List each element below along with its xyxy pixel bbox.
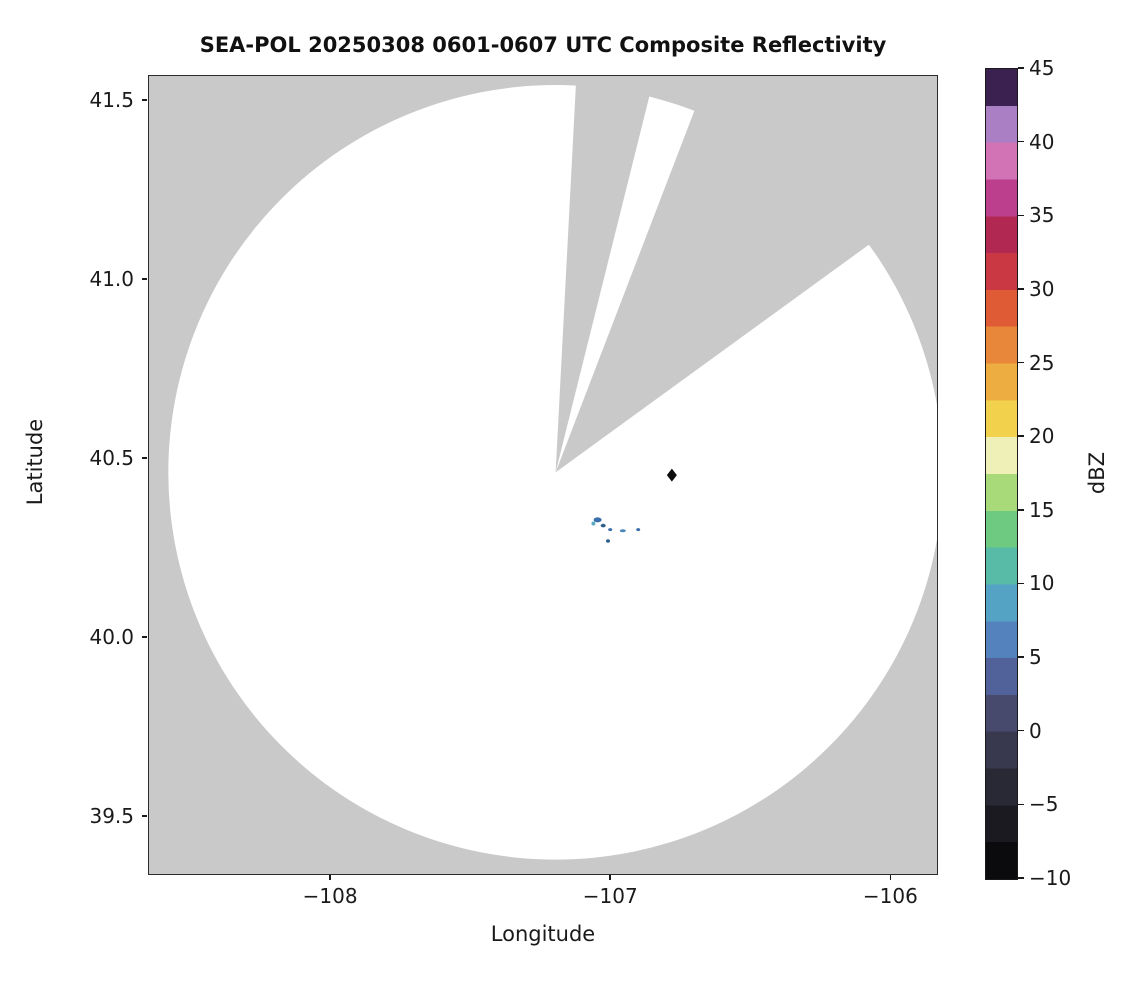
chart-title: SEA-POL 20250308 0601-0607 UTC Composite… — [199, 33, 887, 57]
colorbar-tick-mark — [1018, 582, 1024, 585]
colorbar-tick-mark — [1018, 435, 1024, 437]
colorbar-tick-label: 40 — [1029, 129, 1055, 154]
x-tick-mark — [889, 875, 892, 880]
colorbar-tick-label: 30 — [1029, 276, 1055, 301]
colorbar-tick-label: 25 — [1029, 350, 1055, 375]
x-tick-label: −108 — [302, 884, 358, 908]
x-tick-mark — [609, 875, 611, 880]
colorbar-tick-label: −10 — [1029, 866, 1072, 890]
y-tick-mark — [142, 278, 147, 280]
plot-area — [148, 75, 938, 875]
y-tick-mark — [142, 99, 147, 101]
colorbar-tick-label: 0 — [1029, 718, 1042, 743]
y-tick-label: 41.5 — [89, 88, 134, 113]
colorbar-tick-label: −5 — [1029, 792, 1059, 817]
colorbar-tick-label: 45 — [1029, 56, 1055, 80]
x-tick-label: −107 — [582, 884, 638, 908]
y-tick-mark — [142, 457, 147, 459]
y-tick-label: 41.0 — [89, 267, 134, 292]
colorbar-label: dBZ — [1085, 451, 1109, 495]
colorbar-tick-label: 15 — [1029, 497, 1055, 522]
colorbar-tick-mark — [1018, 361, 1024, 364]
colorbar-tick-mark — [1018, 877, 1024, 879]
colorbar-tick-label: 10 — [1029, 571, 1055, 596]
x-tick-label: −106 — [862, 884, 918, 908]
colorbar-tick-mark — [1018, 214, 1024, 217]
y-tick-mark — [142, 636, 147, 638]
colorbar-tick-mark — [1018, 656, 1024, 658]
x-axis-label: Longitude — [490, 922, 596, 946]
colorbar-tick-label: 35 — [1029, 203, 1055, 228]
y-tick-label: 40.0 — [89, 624, 134, 649]
colorbar-tick-mark — [1018, 140, 1024, 143]
colorbar-tick-label: 20 — [1029, 424, 1055, 449]
y-tick-mark — [142, 815, 147, 817]
x-tick-mark — [329, 875, 331, 880]
colorbar-tick-mark — [1018, 803, 1024, 806]
colorbar-tick-mark — [1018, 67, 1024, 69]
colorbar — [985, 68, 1018, 880]
y-tick-label: 39.5 — [89, 803, 134, 828]
colorbar-tick-mark — [1018, 509, 1024, 511]
colorbar-tick-label: 5 — [1029, 645, 1042, 670]
colorbar-tick-mark — [1018, 729, 1024, 732]
colorbar-tick-mark — [1018, 288, 1024, 290]
radar-reflectivity-plot — [148, 75, 938, 875]
y-tick-label: 40.5 — [89, 445, 134, 470]
